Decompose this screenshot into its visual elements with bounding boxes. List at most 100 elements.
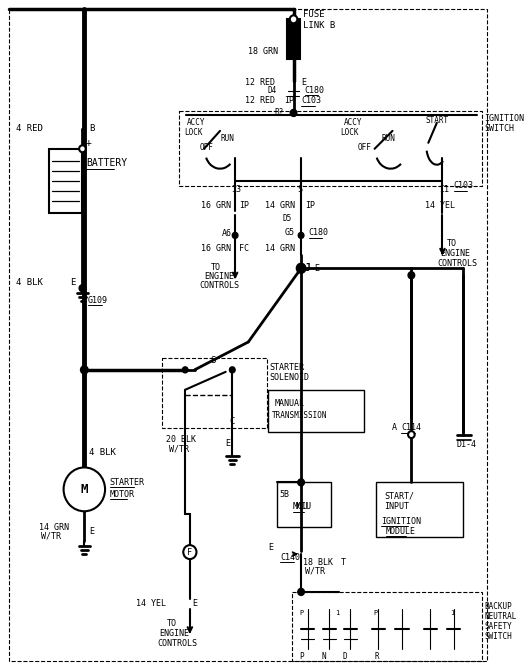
Text: B?: B? [275, 108, 284, 118]
Text: TO: TO [166, 619, 176, 628]
Text: P: P [299, 652, 304, 661]
Text: S: S [297, 185, 303, 194]
Text: RUN: RUN [381, 134, 395, 143]
Text: FC: FC [239, 244, 249, 253]
Text: I1: I1 [439, 185, 449, 194]
Circle shape [408, 431, 414, 438]
Text: D4: D4 [267, 86, 277, 94]
Text: START: START [426, 116, 449, 125]
Text: C103: C103 [301, 96, 321, 106]
Text: CONTROLS: CONTROLS [157, 639, 197, 648]
Bar [287, 19, 300, 59]
Circle shape [183, 545, 196, 559]
Text: CONTROLS: CONTROLS [438, 259, 478, 268]
Text: IP: IP [239, 201, 249, 210]
Text: 1: 1 [450, 610, 454, 616]
Text: MCU: MCU [296, 502, 312, 511]
Text: START/: START/ [384, 492, 414, 501]
Text: ACCY: ACCY [344, 118, 362, 127]
Text: 12 RED: 12 RED [244, 78, 275, 86]
Bar [162, 358, 267, 427]
Text: 14 GRN: 14 GRN [265, 201, 295, 210]
Text: MCU: MCU [293, 502, 309, 511]
Text: 18 BLK: 18 BLK [303, 557, 333, 567]
Text: E: E [225, 439, 231, 448]
Text: MOTOR: MOTOR [110, 490, 135, 499]
Circle shape [232, 232, 238, 238]
Text: 4 BLK: 4 BLK [89, 448, 116, 457]
Text: G109: G109 [88, 296, 108, 304]
Text: FUSE: FUSE [303, 10, 325, 19]
Text: 14 GRN: 14 GRN [39, 522, 69, 532]
Text: E: E [268, 543, 273, 552]
Text: I3: I3 [231, 185, 241, 194]
Text: NEUTRAL: NEUTRAL [485, 612, 517, 622]
Text: G5: G5 [284, 228, 294, 237]
Text: 14 GRN: 14 GRN [265, 244, 295, 253]
Text: IGNITION: IGNITION [381, 516, 421, 526]
Text: 18 GRN: 18 GRN [248, 47, 278, 56]
Text: STARTER: STARTER [269, 363, 304, 373]
Text: STARTER: STARTER [110, 478, 145, 487]
Text: RUN: RUN [220, 134, 234, 143]
Text: W/TR: W/TR [41, 532, 61, 541]
Text: C: C [230, 417, 235, 426]
Text: N: N [322, 652, 326, 661]
Text: S: S [211, 357, 216, 365]
Text: C140: C140 [280, 553, 300, 561]
Text: D5: D5 [282, 214, 291, 223]
Bar [291, 592, 482, 661]
Text: TO: TO [211, 263, 221, 272]
Text: 16 GRN: 16 GRN [201, 201, 231, 210]
Text: E: E [89, 527, 94, 536]
Text: IP: IP [284, 96, 294, 106]
Text: C180: C180 [305, 86, 325, 94]
Bar [178, 111, 482, 185]
Circle shape [290, 110, 297, 116]
Text: ENGINE: ENGINE [204, 272, 234, 281]
Text: 5B: 5B [279, 490, 289, 499]
Text: MODULE: MODULE [386, 527, 416, 536]
Circle shape [182, 367, 188, 373]
Text: +: + [85, 138, 91, 148]
Text: 12 RED: 12 RED [244, 96, 275, 106]
Text: J: J [305, 264, 311, 273]
Text: F: F [187, 548, 192, 557]
Text: MANUAL: MANUAL [275, 399, 305, 408]
Text: E: E [314, 264, 319, 273]
Text: E: E [193, 599, 197, 608]
Text: B: B [89, 124, 95, 133]
Text: SAFETY: SAFETY [485, 622, 513, 632]
Text: C180: C180 [309, 228, 328, 237]
Circle shape [79, 285, 86, 292]
Text: SOLENOID: SOLENOID [269, 373, 309, 382]
Text: BATTERY: BATTERY [86, 158, 127, 168]
Text: IP: IP [305, 201, 315, 210]
Text: LOCK: LOCK [341, 128, 359, 137]
Text: P: P [374, 610, 378, 616]
Text: INPUT: INPUT [384, 502, 409, 511]
Text: 20 BLK: 20 BLK [166, 435, 196, 444]
Text: D: D [343, 652, 347, 661]
Circle shape [230, 367, 235, 373]
Bar [268, 390, 364, 432]
Text: C103: C103 [454, 181, 474, 190]
Text: 16 GRN: 16 GRN [201, 244, 231, 253]
Text: LINK B: LINK B [303, 21, 335, 30]
Text: A6: A6 [222, 229, 232, 238]
Circle shape [296, 264, 306, 273]
Circle shape [290, 15, 297, 23]
Text: W/TR: W/TR [305, 567, 325, 575]
Text: 14 YEL: 14 YEL [136, 599, 166, 608]
Text: ACCY: ACCY [187, 118, 205, 127]
Text: TO: TO [447, 239, 457, 248]
Bar [49, 149, 82, 213]
Text: IGNITION: IGNITION [484, 114, 524, 123]
Text: LOCK: LOCK [184, 128, 203, 137]
Text: 14 YEL: 14 YEL [426, 201, 456, 210]
Circle shape [298, 589, 304, 595]
Text: OFF: OFF [199, 143, 213, 153]
Text: ENGINE: ENGINE [440, 249, 470, 258]
Text: P: P [299, 610, 304, 616]
Text: SWITCH: SWITCH [485, 632, 513, 642]
